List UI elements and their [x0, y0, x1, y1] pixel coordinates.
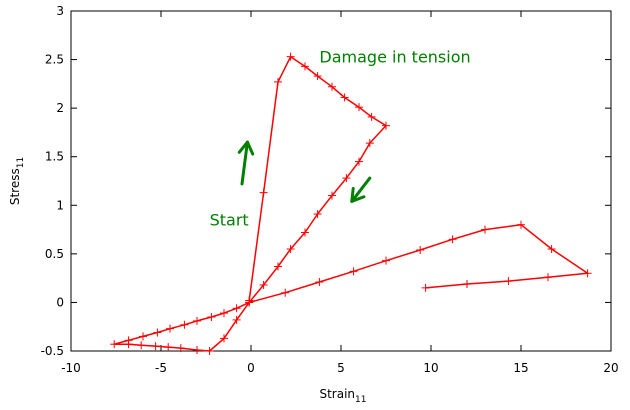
data-point: [547, 245, 556, 253]
data-point: [342, 174, 351, 183]
arrow-up: [237, 140, 255, 186]
data-point: [583, 269, 592, 278]
x-tick-label: 0: [247, 361, 255, 375]
data-point: [151, 342, 160, 351]
x-tick-label: 20: [603, 361, 618, 375]
data-point: [367, 112, 376, 121]
data-point: [315, 278, 324, 287]
y-axis-label-main: Stress: [8, 168, 22, 205]
data-point: [355, 157, 363, 166]
x-tick-label: -10: [61, 361, 81, 375]
y-tick-label: -0.5: [41, 344, 64, 358]
data-point: [416, 245, 425, 254]
data-point: [180, 320, 189, 329]
axis-ticks: [70, 10, 612, 352]
data-point: [301, 228, 309, 237]
annotation-label: Damage in tension: [319, 47, 470, 66]
data-point: [448, 235, 457, 244]
data-point: [220, 309, 228, 318]
data-point: [504, 277, 513, 286]
y-tick-label: 2.5: [45, 53, 64, 67]
data-point: [481, 225, 489, 234]
data-point: [286, 52, 295, 61]
x-axis-label-main: Strain: [319, 387, 355, 401]
x-tick-label: 5: [337, 361, 345, 375]
data-point: [281, 288, 290, 297]
data-point: [245, 298, 254, 307]
data-point: [382, 256, 390, 265]
data-point: [274, 77, 282, 86]
data-point: [110, 340, 119, 349]
annotations: Damage in tension Start: [210, 47, 471, 229]
y-tick-label: 1.5: [45, 150, 64, 164]
data-point: [124, 336, 133, 345]
x-tick-label: -5: [155, 361, 167, 375]
data-point: [205, 347, 214, 355]
y-tick-label: 3: [56, 4, 64, 18]
data-point: [517, 220, 525, 229]
y-tick-label: 2: [56, 101, 64, 115]
data-point: [193, 316, 201, 325]
x-axis-label-subscript: 11: [355, 395, 366, 405]
data-point: [382, 121, 390, 130]
x-axis-label: Strain11: [319, 387, 366, 405]
data-point: [137, 341, 146, 350]
data-point: [301, 62, 309, 71]
data-point: [328, 191, 336, 200]
y-tick-label: 0: [56, 295, 64, 309]
data-point: [259, 188, 268, 197]
data-point: [207, 313, 216, 321]
data-point: [349, 267, 358, 276]
data-point: [232, 315, 241, 324]
annotation-arrows: [237, 140, 372, 203]
data-point: [220, 334, 228, 343]
x-tick-label: 10: [423, 361, 438, 375]
data-point: [286, 245, 295, 253]
data-point: [232, 304, 241, 313]
data-point: [355, 103, 363, 112]
data-point: [153, 328, 162, 337]
data-point: [463, 279, 471, 288]
y-axis-label-subscript: 11: [16, 157, 26, 168]
data-point: [313, 210, 322, 219]
axis-tick-labels: -10 -5 0 5 10 15 20 -0.5 0 0.5 1 1.5 2 2.5 3: [41, 4, 619, 375]
data-point: [544, 273, 552, 282]
data-series: [110, 52, 592, 355]
data-point: [176, 344, 185, 353]
data-point: [259, 280, 268, 289]
data-point: [164, 343, 173, 352]
arrow-down-left: [350, 176, 372, 203]
y-tick-label: 1: [56, 198, 64, 212]
data-point: [340, 93, 349, 102]
y-axis-label: Stress11: [8, 157, 26, 205]
annotation-label: Start: [210, 211, 249, 230]
data-point: [139, 332, 147, 341]
data-point: [313, 72, 322, 81]
data-point: [365, 139, 374, 148]
x-tick-label: 15: [513, 361, 528, 375]
data-point: [274, 262, 282, 271]
data-point: [193, 346, 201, 355]
y-tick-label: 0.5: [45, 247, 64, 261]
data-point: [421, 283, 430, 292]
data-point: [328, 82, 336, 91]
data-point: [166, 324, 174, 333]
